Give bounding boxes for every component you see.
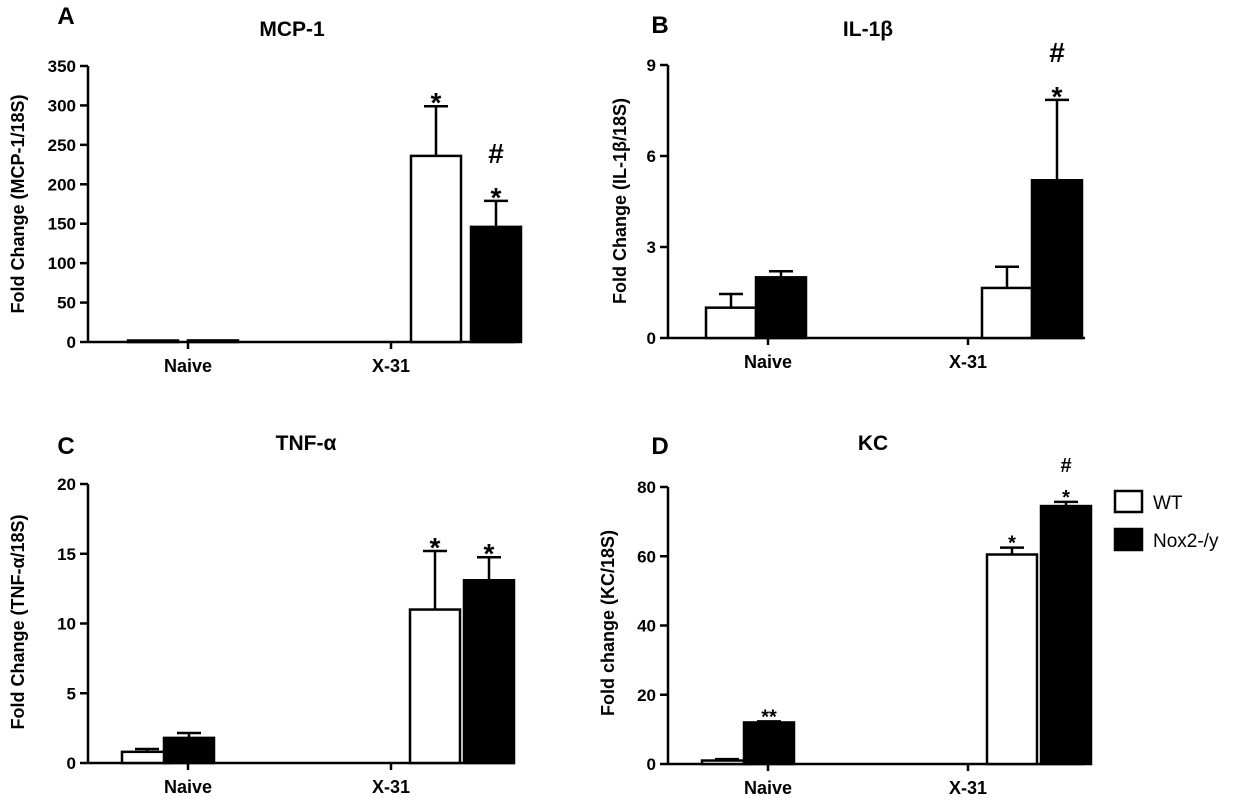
y-tick-label: 5 <box>67 684 76 703</box>
y-axis-title: Fold change (KC/18S) <box>598 530 618 716</box>
x-category-label: Naive <box>164 777 212 797</box>
legend-label-nox2: Nox2-/y <box>1153 531 1219 552</box>
y-tick-label: 20 <box>637 686 656 705</box>
y-axis-title: Fold Change (IL-1β/18S) <box>610 98 630 304</box>
bar-wt-x-31 <box>409 154 463 344</box>
x-category-label: X-31 <box>372 356 410 376</box>
y-tick-label: 60 <box>637 547 656 566</box>
bar-nox2-y-naive <box>186 339 240 344</box>
hash-annotation: # <box>1049 37 1065 68</box>
chart-panel-b: B IL-1β 0 3 6 9 Fold Change (IL-1β/18S) Naive X-… <box>610 12 1085 372</box>
panel-letter: B <box>651 12 668 39</box>
y-axis-title: Fold Change (TNF-α/18S) <box>8 514 28 729</box>
x-category-label: Naive <box>744 778 792 798</box>
y-tick-label: 9 <box>647 56 656 75</box>
y-tick-label: 150 <box>48 215 76 234</box>
y-tick-label: 15 <box>57 545 76 564</box>
star-annotation: ** <box>761 706 777 728</box>
legend: WT Nox2-/y <box>1113 489 1219 552</box>
y-tick-label: 50 <box>57 294 76 313</box>
star-annotation: * <box>484 538 495 569</box>
star-annotation: * <box>491 182 502 213</box>
legend-swatch-wt <box>1113 489 1144 514</box>
legend-label-wt: WT <box>1153 493 1183 514</box>
x-category-label: X-31 <box>949 778 987 798</box>
y-tick-label: 0 <box>647 755 656 774</box>
chart-panel-c: C TNF-α 0 5 10 15 20 Fold Change (TNF-α/18S) Nai… <box>8 432 516 797</box>
y-tick-label: 100 <box>48 254 76 273</box>
star-annotation: * <box>430 532 441 563</box>
panel-letter: C <box>57 433 74 460</box>
x-category-label: X-31 <box>949 352 987 372</box>
chart-title: IL-1β <box>843 18 893 41</box>
y-tick-label: 40 <box>637 617 656 636</box>
star-annotation: * <box>431 87 442 118</box>
bar-nox2-y-naive <box>754 276 808 340</box>
bar-wt-naive <box>126 339 180 344</box>
chart-title: KC <box>858 432 888 455</box>
y-tick-label: 200 <box>48 175 76 194</box>
bar-nox2-y-naive <box>742 721 796 766</box>
star-annotation: * <box>1008 533 1016 555</box>
bar-nox2-y-naive <box>162 736 216 765</box>
x-category-label: X-31 <box>372 777 410 797</box>
chart-panel-d: D KC 0 20 40 60 80 Fold change (KC/18S) Naive X-3… <box>598 432 1093 798</box>
chart-title: TNF-α <box>276 432 337 455</box>
y-tick-label: 300 <box>48 96 76 115</box>
x-category-label: Naive <box>164 356 212 376</box>
bar-nox2-y-x-31 <box>469 225 523 344</box>
star-annotation: * <box>1052 81 1063 112</box>
hash-annotation: # <box>1060 455 1071 477</box>
bar-nox2-y-x-31 <box>462 579 516 765</box>
bar-wt-x-31 <box>985 553 1039 766</box>
legend-swatch-nox2 <box>1113 527 1144 552</box>
y-tick-label: 6 <box>647 147 656 166</box>
panel-letter: D <box>651 433 668 460</box>
hash-annotation: # <box>488 138 504 169</box>
y-tick-label: 0 <box>67 333 76 352</box>
y-tick-label: 350 <box>48 57 76 76</box>
y-tick-label: 20 <box>57 475 76 494</box>
y-tick-label: 3 <box>647 238 656 257</box>
y-axis-title: Fold Change (MCP-1/18S) <box>8 94 28 313</box>
y-tick-label: 250 <box>48 136 76 155</box>
bar-nox2-y-x-31 <box>1030 179 1084 340</box>
y-tick-label: 10 <box>57 615 76 634</box>
y-tick-label: 0 <box>67 754 76 773</box>
panel-letter: A <box>57 3 74 30</box>
bar-nox2-y-x-31 <box>1039 504 1093 766</box>
y-tick-label: 0 <box>647 329 656 348</box>
y-tick-label: 80 <box>637 478 656 497</box>
bar-wt-x-31 <box>408 608 462 765</box>
chart-title: MCP-1 <box>259 18 325 41</box>
bar-wt-naive <box>704 306 758 340</box>
chart-panel-a: A MCP-1 0 50 100 150 200 250 300 350 Fold Change (… <box>8 3 523 376</box>
star-annotation: * <box>1062 487 1070 509</box>
bar-wt-x-31 <box>980 286 1034 340</box>
x-category-label: Naive <box>744 352 792 372</box>
